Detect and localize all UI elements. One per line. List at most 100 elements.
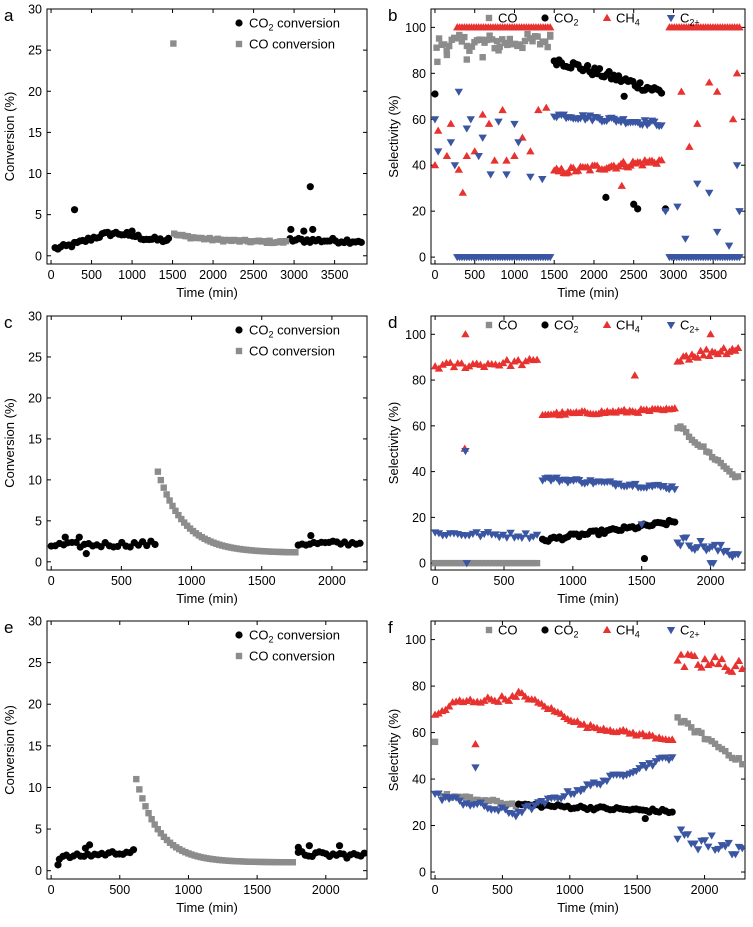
legend-label-co2: CO2 bbox=[554, 11, 579, 28]
y-tick-label: 0 bbox=[35, 864, 42, 878]
point-ch4 bbox=[712, 87, 722, 95]
point-co2 bbox=[668, 808, 676, 816]
point-co bbox=[518, 559, 526, 567]
point-co bbox=[434, 58, 441, 66]
y-tick-label: 40 bbox=[412, 465, 426, 479]
point-co bbox=[289, 859, 297, 866]
point-co2 bbox=[615, 72, 623, 80]
point-ch4 bbox=[719, 344, 728, 352]
legend-label-co2: CO2 conversion bbox=[249, 16, 340, 33]
point-co bbox=[682, 428, 690, 436]
point-c2 bbox=[526, 173, 535, 181]
point-ch4 bbox=[534, 105, 543, 114]
y-tick-label: 80 bbox=[412, 67, 426, 81]
point-c2 bbox=[454, 88, 464, 96]
legend-marker-co bbox=[485, 321, 493, 329]
point-c2 bbox=[693, 846, 703, 854]
x-axis-title: Time (min) bbox=[557, 285, 619, 300]
point-ch4 bbox=[657, 156, 666, 164]
point-ch4 bbox=[673, 656, 682, 664]
point-c2 bbox=[521, 530, 530, 538]
point-co bbox=[292, 549, 299, 556]
point-co bbox=[157, 830, 165, 837]
y-tick-label: 0 bbox=[419, 251, 426, 265]
point-c2 bbox=[434, 530, 444, 538]
point-ch4 bbox=[470, 147, 479, 155]
y-tick-label: 20 bbox=[28, 698, 42, 712]
point-co bbox=[178, 515, 185, 523]
point-co2 bbox=[306, 183, 314, 191]
point-c2 bbox=[640, 117, 650, 125]
point-co bbox=[160, 484, 167, 491]
point-c2 bbox=[709, 560, 718, 568]
point-co bbox=[511, 559, 518, 567]
y-tick-label: 60 bbox=[412, 726, 426, 740]
legend-marker-co2 bbox=[541, 626, 549, 634]
panel-label: c bbox=[4, 313, 13, 332]
point-c2 bbox=[461, 448, 470, 456]
point-co2 bbox=[75, 533, 83, 541]
point-ch4 bbox=[513, 356, 523, 364]
x-tick-label: 2000 bbox=[312, 883, 340, 897]
point-ch4 bbox=[680, 662, 689, 671]
legend: CO2 conversion CO conversion bbox=[235, 628, 340, 664]
x-tick-label: 2500 bbox=[620, 268, 648, 282]
point-co bbox=[157, 476, 165, 484]
point-ch4 bbox=[532, 355, 542, 363]
point-co bbox=[728, 754, 736, 762]
point-co bbox=[473, 559, 480, 567]
point-co bbox=[484, 559, 492, 567]
point-co bbox=[485, 797, 493, 805]
point-ch4 bbox=[714, 659, 723, 668]
point-co bbox=[482, 797, 489, 804]
point-c2 bbox=[602, 777, 612, 786]
point-co2 bbox=[602, 193, 610, 201]
point-c2 bbox=[474, 153, 483, 161]
legend: CO CO2 CH4 C2+ bbox=[485, 318, 700, 335]
point-c2 bbox=[462, 560, 472, 568]
plot-frame bbox=[46, 8, 368, 265]
plot-frame bbox=[430, 315, 746, 571]
point-c2 bbox=[446, 139, 456, 147]
point-co bbox=[507, 559, 514, 567]
point-co2 bbox=[309, 225, 317, 234]
point-ch4 bbox=[504, 696, 514, 704]
y-tick-label: 30 bbox=[28, 3, 42, 17]
point-c2 bbox=[699, 543, 708, 551]
point-co2 bbox=[620, 92, 628, 100]
point-co bbox=[440, 41, 448, 48]
point-co bbox=[718, 745, 726, 753]
point-co2 bbox=[151, 540, 159, 549]
point-co bbox=[506, 35, 514, 43]
point-c2 bbox=[431, 116, 440, 124]
point-c2 bbox=[673, 835, 682, 843]
point-co bbox=[450, 559, 458, 567]
y-axis-title: Selectivity (%) bbox=[386, 709, 401, 791]
point-c2 bbox=[478, 134, 487, 142]
point-ch4 bbox=[697, 663, 706, 671]
point-co bbox=[433, 44, 440, 51]
point-ch4 bbox=[542, 103, 551, 111]
point-c2 bbox=[450, 162, 460, 170]
legend-label-co2: CO2 bbox=[554, 623, 579, 640]
point-co2 bbox=[634, 205, 642, 213]
point-co bbox=[468, 43, 476, 50]
y-tick-label: 25 bbox=[28, 44, 42, 58]
point-ch4 bbox=[502, 156, 511, 164]
plot-frame bbox=[430, 8, 746, 265]
point-c2 bbox=[661, 208, 670, 216]
point-ch4 bbox=[738, 664, 745, 672]
point-co bbox=[680, 425, 687, 432]
point-co bbox=[541, 38, 549, 45]
point-ch4 bbox=[626, 161, 635, 169]
legend-marker-co2 bbox=[541, 321, 549, 329]
legend-label-ch4: CH4 bbox=[616, 11, 640, 28]
point-co bbox=[522, 559, 529, 567]
point-ch4 bbox=[727, 667, 737, 675]
x-tick-label: 500 bbox=[111, 574, 132, 588]
y-tick-label: 20 bbox=[412, 819, 426, 833]
point-co bbox=[447, 559, 454, 567]
point-co bbox=[148, 816, 155, 823]
y-tick-label: 100 bbox=[405, 328, 426, 342]
point-c2 bbox=[471, 764, 480, 772]
